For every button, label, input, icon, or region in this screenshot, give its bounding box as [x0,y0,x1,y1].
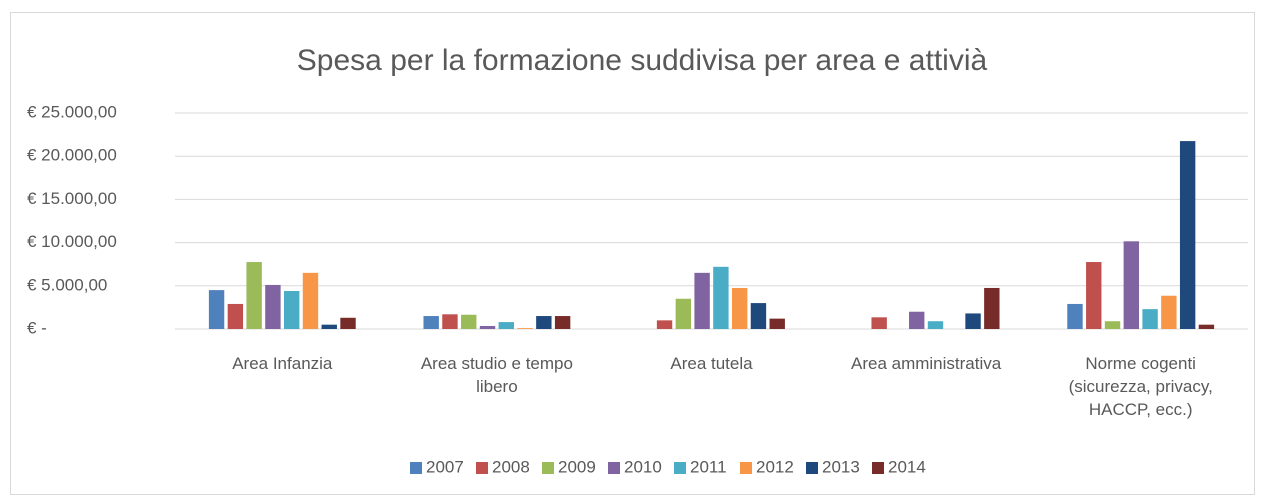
bar [1161,295,1177,329]
bar [984,287,1000,329]
y-tick-label: € - [27,318,47,337]
bar [1104,321,1121,329]
y-tick-label: € 5.000,00 [27,275,107,294]
bar [536,316,552,329]
bar [479,325,496,329]
bar [283,290,300,329]
x-tick-label: Area amministrativa [850,354,1002,373]
bar [1198,324,1215,329]
bar [871,317,887,329]
x-tick-label: Area studio e tempo libero [420,354,573,396]
y-tick-label: € 10.000,00 [27,232,117,251]
bar [675,298,692,329]
legend-swatch [806,462,818,474]
chart-border [10,12,1255,495]
legend-swatch [608,462,620,474]
bar [227,303,244,329]
y-tick-label: € 25.000,00 [27,102,117,121]
legend-label: 2011 [690,457,727,476]
legend-label: 2012 [756,457,794,476]
bar [208,290,225,329]
bar [1067,303,1083,329]
x-tick-label: Area Infanzia [232,354,333,373]
bar [461,314,477,329]
bar [965,313,981,329]
legend-swatch [740,462,752,474]
legend-label: 2010 [624,457,662,476]
y-tick-label: € 20.000,00 [27,146,117,165]
bar [554,316,571,329]
y-tick-label: € 15.000,00 [27,189,117,208]
legend-label: 2013 [822,457,860,476]
bar [302,272,319,329]
legend-label: 2007 [426,457,464,476]
bar [1179,141,1196,329]
legend-swatch [674,462,686,474]
bar [498,322,514,329]
bar [927,321,944,329]
legend-label: 2009 [558,457,596,476]
legend-label: 2014 [888,457,926,476]
bar [321,324,337,329]
bar [1123,241,1140,329]
legend-swatch [872,462,884,474]
bar [694,272,710,329]
bar [1142,309,1158,329]
x-tick-label: Area tutela [670,354,753,373]
bar [769,318,785,329]
bar [909,311,925,329]
bar [423,316,439,329]
legend-label: 2008 [492,457,530,476]
bar [731,287,748,329]
bar [517,328,533,329]
legend-swatch [476,462,488,474]
chart-title: Spesa per la formazione suddivisa per ar… [297,44,988,77]
bar [265,284,281,329]
bar [1086,262,1102,329]
legend-swatch [410,462,422,474]
bar [713,266,729,329]
x-tick-label: Norme cogenti (sicurezza, privacy, HACCP… [1068,354,1213,419]
bar [656,320,673,329]
bar [750,303,767,329]
bar [442,314,458,329]
legend-swatch [542,462,554,474]
bar [340,317,356,329]
bar [246,262,262,329]
